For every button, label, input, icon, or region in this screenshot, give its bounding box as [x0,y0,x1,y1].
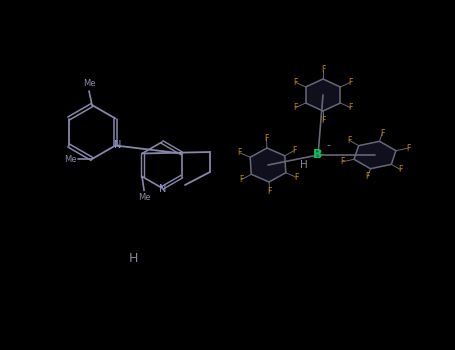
Text: F: F [321,65,325,74]
Text: F: F [348,78,353,87]
Text: F: F [264,134,268,143]
Text: F: F [347,136,351,145]
Text: N: N [159,184,167,194]
Text: F: F [340,158,344,166]
Text: B: B [313,148,323,161]
Text: N: N [114,140,121,149]
Polygon shape [306,79,340,111]
Text: F: F [293,103,298,112]
Polygon shape [250,148,286,182]
Polygon shape [354,141,396,169]
Text: F: F [365,172,370,181]
Text: F: F [406,144,410,153]
Text: H: H [300,160,308,170]
Text: Me: Me [138,193,150,202]
Text: F: F [268,187,272,196]
Text: F: F [380,129,384,138]
Text: Me: Me [83,79,95,89]
Text: F: F [399,165,403,174]
Text: F: F [321,116,325,125]
Text: F: F [238,148,242,157]
Text: Me: Me [64,154,76,163]
Text: -: - [326,140,330,150]
Text: H: H [128,252,138,265]
Text: F: F [293,78,298,87]
Text: F: F [348,103,353,112]
Text: F: F [292,146,297,155]
Text: F: F [294,173,298,182]
Text: F: F [239,175,244,184]
